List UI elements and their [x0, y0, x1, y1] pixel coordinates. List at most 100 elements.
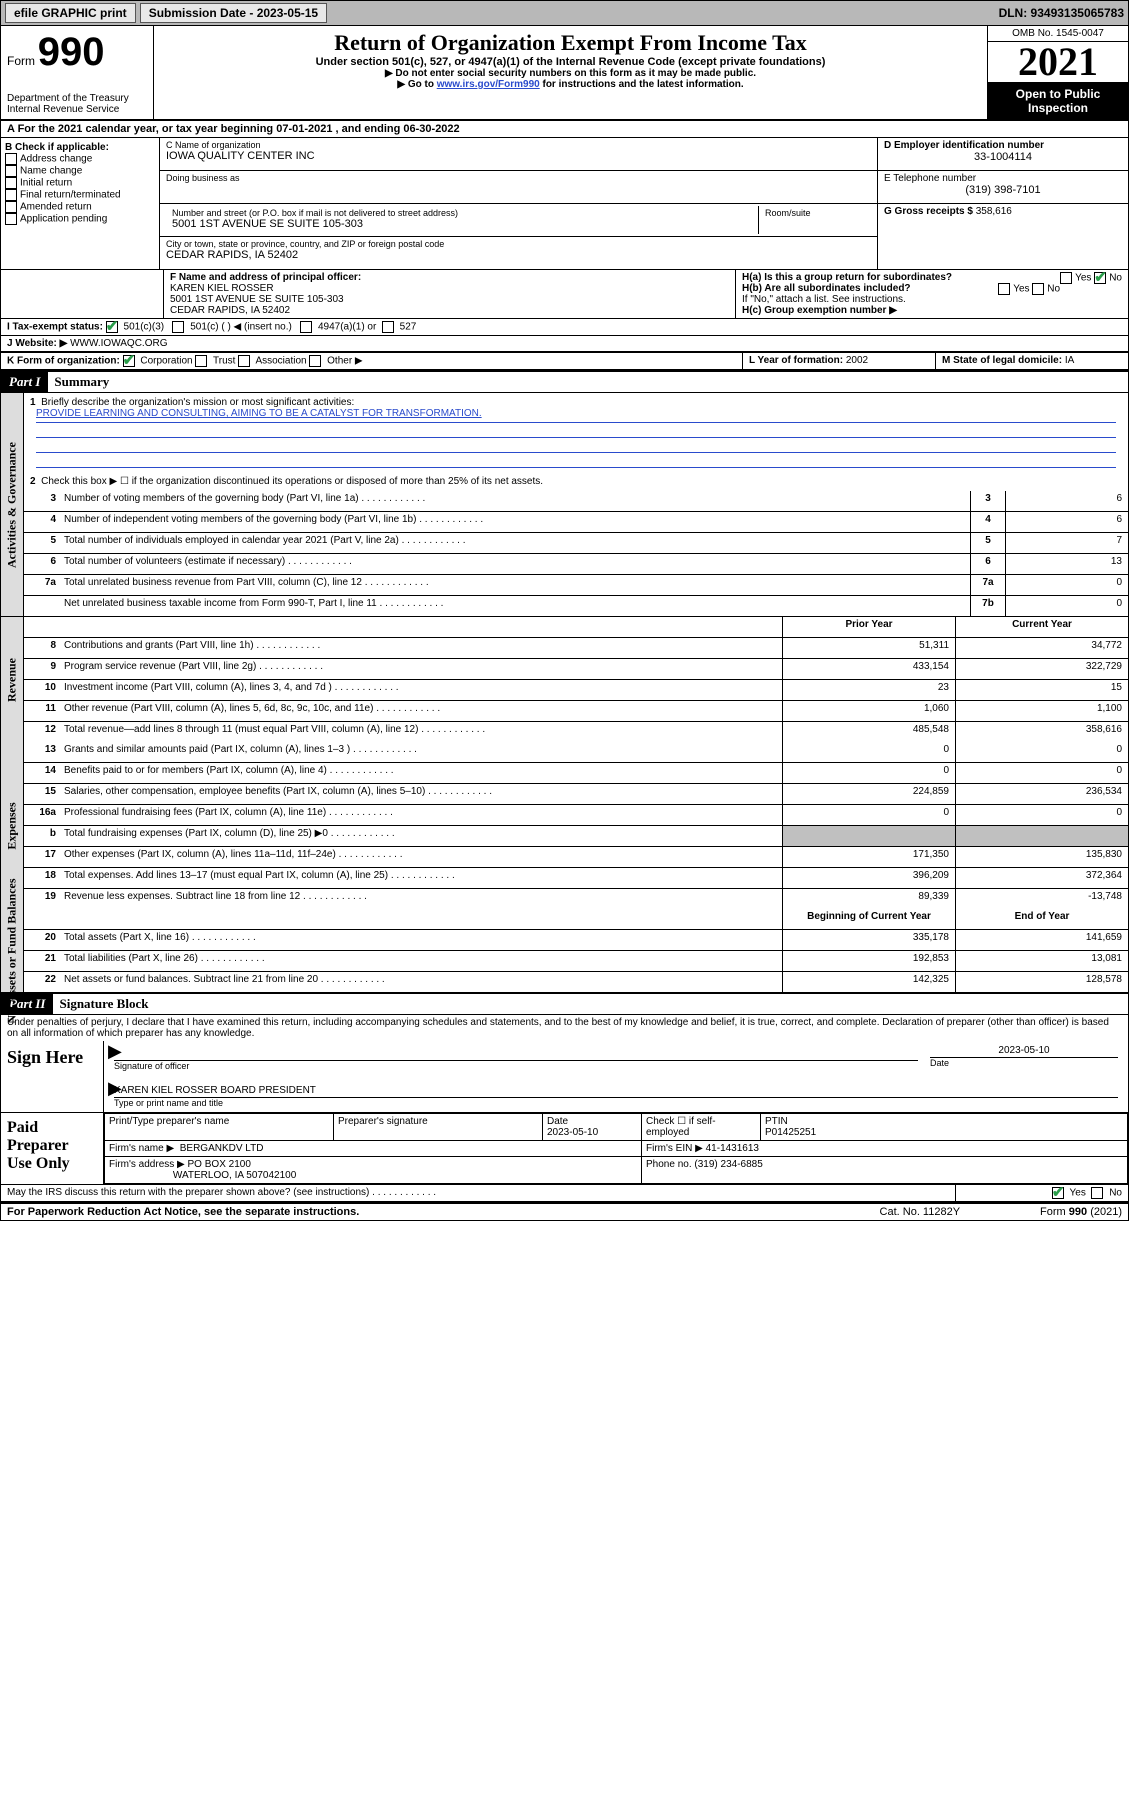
501c-checkbox[interactable]: [172, 321, 184, 333]
year-formation: 2002: [846, 355, 868, 366]
ha-no-checkbox[interactable]: [1094, 272, 1106, 284]
officer-group-row: F Name and address of principal officer:…: [1, 270, 1128, 319]
financial-row: 19Revenue less expenses. Subtract line 1…: [24, 889, 1128, 909]
header-center: Return of Organization Exempt From Incom…: [154, 26, 987, 119]
financial-row: bTotal fundraising expenses (Part IX, co…: [24, 826, 1128, 847]
perjury-declaration: Under penalties of perjury, I declare th…: [1, 1015, 1128, 1041]
financial-row: 21Total liabilities (Part X, line 26)192…: [24, 951, 1128, 972]
form-990-page: efile GRAPHIC print Submission Date - 20…: [0, 0, 1129, 1221]
period-begin: 07-01-2021: [276, 123, 332, 135]
summary-row: 4Number of independent voting members of…: [24, 512, 1128, 533]
initial-return-checkbox[interactable]: [5, 177, 17, 189]
financial-row: 20Total assets (Part X, line 16)335,1781…: [24, 930, 1128, 951]
col-header-row: Prior Year Current Year: [24, 617, 1128, 638]
form-label: Form: [7, 54, 35, 68]
corp-checkbox[interactable]: [123, 355, 135, 367]
hb-no-checkbox[interactable]: [1032, 283, 1044, 295]
trust-checkbox[interactable]: [195, 355, 207, 367]
firm-ein: 41-1431613: [706, 1143, 759, 1154]
preparer-table: Print/Type preparer's name Preparer's si…: [104, 1113, 1128, 1184]
officer-city: CEDAR RAPIDS, IA 52402: [170, 305, 729, 316]
paid-preparer-row: Paid Preparer Use Only Print/Type prepar…: [1, 1113, 1128, 1185]
discuss-yes-checkbox[interactable]: [1052, 1187, 1064, 1199]
part2-header-row: Part II Signature Block: [1, 993, 1128, 1015]
website-row: J Website: ▶ WWW.IOWAQC.ORG: [1, 336, 1128, 353]
mission-text[interactable]: PROVIDE LEARNING AND CONSULTING, AIMING …: [36, 408, 482, 419]
org-info-section: B Check if applicable: Address change Na…: [1, 138, 1128, 270]
summary-row: 5Total number of individuals employed in…: [24, 533, 1128, 554]
officer-name: KAREN KIEL ROSSER: [170, 283, 729, 294]
firm-name: BERGANKDV LTD: [180, 1143, 264, 1154]
discuss-row: May the IRS discuss this return with the…: [1, 1185, 1128, 1203]
org-street: 5001 1ST AVENUE SE SUITE 105-303: [172, 218, 752, 230]
summary-row: 6Total number of volunteers (estimate if…: [24, 554, 1128, 575]
tax-period-row: A For the 2021 calendar year, or tax yea…: [1, 121, 1128, 138]
financial-row: 17Other expenses (Part IX, column (A), l…: [24, 847, 1128, 868]
part1-header-row: Part I Summary: [1, 371, 1128, 393]
period-end: 06-30-2022: [403, 123, 459, 135]
form-header: Form 990 Department of the Treasury Inte…: [1, 26, 1128, 121]
subtitle: Under section 501(c), 527, or 4947(a)(1)…: [160, 56, 981, 68]
other-checkbox[interactable]: [309, 355, 321, 367]
efile-print-button[interactable]: efile GRAPHIC print: [5, 3, 136, 23]
part1-title: Summary: [48, 374, 109, 390]
firm-phone: (319) 234-6885: [694, 1159, 762, 1170]
phone-value: (319) 398-7101: [884, 184, 1122, 196]
financial-row: 15Salaries, other compensation, employee…: [24, 784, 1128, 805]
financial-row: 9Program service revenue (Part VIII, lin…: [24, 659, 1128, 680]
gross-receipts: 358,616: [976, 206, 1012, 217]
ha-yes-checkbox[interactable]: [1060, 272, 1072, 284]
financial-row: 16aProfessional fundraising fees (Part I…: [24, 805, 1128, 826]
form-number: 990: [38, 30, 105, 74]
dept-label: Department of the Treasury: [7, 93, 147, 104]
top-bar: efile GRAPHIC print Submission Date - 20…: [1, 1, 1128, 26]
discuss-no-checkbox[interactable]: [1091, 1187, 1103, 1199]
header-right: OMB No. 1545-0047 2021 Open to Public In…: [987, 26, 1128, 119]
org-city: CEDAR RAPIDS, IA 52402: [166, 249, 871, 261]
cat-no: Cat. No. 11282Y: [880, 1206, 961, 1218]
hb-yes-checkbox[interactable]: [998, 283, 1010, 295]
assoc-checkbox[interactable]: [238, 355, 250, 367]
footer-row: For Paperwork Reduction Act Notice, see …: [1, 1203, 1128, 1220]
ptin-value: P01425251: [765, 1127, 816, 1138]
ein-phone-col: D Employer identification number 33-1004…: [877, 138, 1128, 269]
ein-value: 33-1004114: [884, 151, 1122, 163]
527-checkbox[interactable]: [382, 321, 394, 333]
summary-row: 3Number of voting members of the governi…: [24, 491, 1128, 512]
org-name-address-col: C Name of organization IOWA QUALITY CENT…: [160, 138, 877, 269]
officer-street: 5001 1ST AVENUE SE SUITE 105-303: [170, 294, 729, 305]
net-assets-section: Net Assets or Fund Balances Beginning of…: [1, 909, 1128, 993]
financial-row: 18Total expenses. Add lines 13–17 (must …: [24, 868, 1128, 889]
submission-date-button[interactable]: Submission Date - 2023-05-15: [140, 3, 327, 23]
final-return-checkbox[interactable]: [5, 189, 17, 201]
expenses-section: Expenses 13Grants and similar amounts pa…: [1, 742, 1128, 909]
part2-title: Signature Block: [53, 996, 148, 1012]
financial-row: 10Investment income (Part VIII, column (…: [24, 680, 1128, 701]
address-change-checkbox[interactable]: [5, 153, 17, 165]
warning-line: ▶ Do not enter social security numbers o…: [160, 68, 981, 79]
irs-link[interactable]: www.irs.gov/Form990: [437, 79, 540, 90]
website-value: WWW.IOWAQC.ORG: [70, 338, 167, 349]
4947-checkbox[interactable]: [300, 321, 312, 333]
firm-addr2: WATERLOO, IA 507042100: [173, 1170, 296, 1181]
governance-section: Activities & Governance 1 Briefly descri…: [1, 393, 1128, 617]
application-pending-checkbox[interactable]: [5, 213, 17, 225]
state-domicile: IA: [1065, 355, 1074, 366]
revenue-section: Revenue Prior Year Current Year 8Contrib…: [1, 617, 1128, 742]
name-change-checkbox[interactable]: [5, 165, 17, 177]
dln-label: DLN: 93493135065783: [999, 6, 1124, 20]
sig-date: 2023-05-10: [924, 1045, 1124, 1056]
financial-row: 22Net assets or fund balances. Subtract …: [24, 972, 1128, 992]
goto-line: ▶ Go to www.irs.gov/Form990 for instruct…: [160, 79, 981, 90]
amended-return-checkbox[interactable]: [5, 201, 17, 213]
check-applicable-col: B Check if applicable: Address change Na…: [1, 138, 160, 269]
financial-row: 14Benefits paid to or for members (Part …: [24, 763, 1128, 784]
501c3-checkbox[interactable]: [106, 321, 118, 333]
org-name: IOWA QUALITY CENTER INC: [166, 150, 871, 162]
summary-row: 7aTotal unrelated business revenue from …: [24, 575, 1128, 596]
financial-row: 11Other revenue (Part VIII, column (A), …: [24, 701, 1128, 722]
tax-year: 2021: [988, 42, 1128, 83]
officer-signed-name: KAREN KIEL ROSSER BOARD PRESIDENT: [114, 1085, 316, 1096]
header-left: Form 990 Department of the Treasury Inte…: [1, 26, 154, 119]
open-public-box: Open to Public Inspection: [988, 83, 1128, 119]
